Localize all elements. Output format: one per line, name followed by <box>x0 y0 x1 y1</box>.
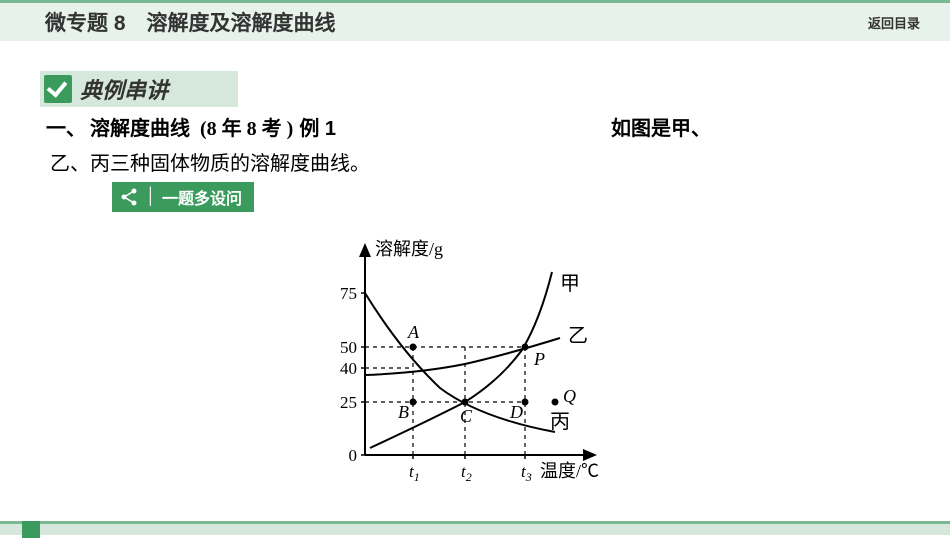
share-icon <box>118 186 140 208</box>
svg-text:25: 25 <box>340 393 357 412</box>
heading-paren: (8 年 8 考 ) <box>200 113 293 145</box>
check-icon <box>44 75 72 103</box>
svg-text:乙: 乙 <box>568 325 588 347</box>
svg-text:C: C <box>460 406 473 426</box>
svg-text:A: A <box>407 322 420 342</box>
heading-line2: 乙、丙三种固体物质的溶解度曲线。 <box>50 147 910 176</box>
svg-text:t1: t1 <box>409 462 420 484</box>
svg-text:0: 0 <box>349 446 358 465</box>
bottom-bar <box>0 521 950 535</box>
solubility-chart: 甲乙丙 溶解度/g 温度/℃ 75 50 40 25 0 t1 t2 t3 A B C D PQ <box>300 230 630 495</box>
svg-text:温度/℃: 温度/℃ <box>540 461 599 481</box>
example-number: 例 1 <box>299 113 336 145</box>
page-header: 微专题 8 溶解度及溶解度曲线 返回目录 <box>0 3 950 41</box>
back-to-toc-link[interactable]: 返回目录 <box>868 13 920 32</box>
svg-text:甲: 甲 <box>560 273 580 295</box>
heading-prefix: 一、 <box>46 113 86 145</box>
heading-topic: 溶解度曲线 <box>90 113 190 145</box>
sub-badge-label: 一题多设问 <box>162 185 242 209</box>
svg-text:t3: t3 <box>521 462 532 484</box>
header-title: 微专题 8 溶解度及溶解度曲线 <box>45 7 868 37</box>
heading-row: 一、 溶解度曲线 (8 年 8 考 ) 例 1 如图是甲、 <box>46 113 910 145</box>
svg-text:Q: Q <box>563 386 576 406</box>
svg-text:75: 75 <box>340 284 357 303</box>
svg-text:B: B <box>398 402 409 422</box>
heading-right: 如图是甲、 <box>611 113 711 145</box>
section-badge: 典例串讲 <box>40 71 238 107</box>
svg-text:50: 50 <box>340 338 357 357</box>
section-label: 典例串讲 <box>80 73 168 105</box>
badge-divider: │ <box>146 188 156 206</box>
svg-text:丙: 丙 <box>550 411 570 433</box>
svg-text:t2: t2 <box>461 462 472 484</box>
svg-text:溶解度/g: 溶解度/g <box>375 239 443 259</box>
svg-text:P: P <box>533 349 545 369</box>
svg-text:40: 40 <box>340 359 357 378</box>
sub-badge: │ 一题多设问 <box>112 182 254 212</box>
svg-text:D: D <box>509 402 523 422</box>
